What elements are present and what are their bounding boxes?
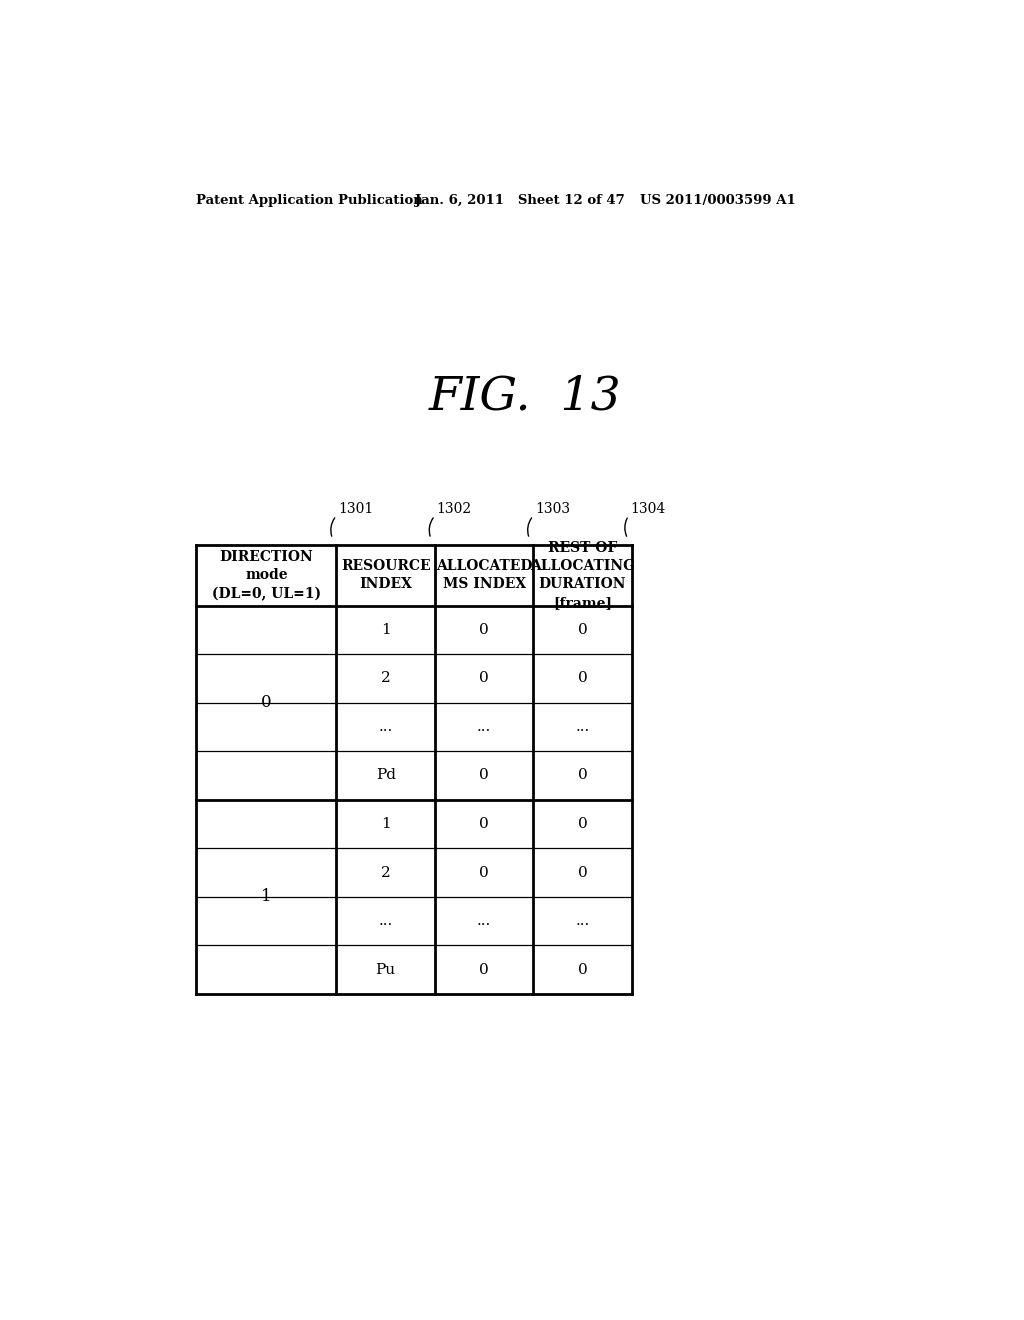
Text: Pd: Pd xyxy=(376,768,395,783)
Text: 1301: 1301 xyxy=(338,502,374,516)
Text: 1: 1 xyxy=(381,817,390,832)
Text: 0: 0 xyxy=(479,866,489,879)
Text: 0: 0 xyxy=(578,672,588,685)
Text: 2: 2 xyxy=(381,866,390,879)
Text: ...: ... xyxy=(477,913,492,928)
Text: REST OF
ALLOCATING
DURATION
[frame]: REST OF ALLOCATING DURATION [frame] xyxy=(530,541,635,610)
Text: 0: 0 xyxy=(578,817,588,832)
Text: 1302: 1302 xyxy=(436,502,472,516)
Text: 0: 0 xyxy=(479,817,489,832)
Text: Pu: Pu xyxy=(376,962,395,977)
Text: RESOURCE
INDEX: RESOURCE INDEX xyxy=(341,560,430,591)
Text: Jan. 6, 2011   Sheet 12 of 47: Jan. 6, 2011 Sheet 12 of 47 xyxy=(415,194,625,207)
Text: ...: ... xyxy=(477,719,492,734)
Text: 0: 0 xyxy=(479,962,489,977)
Text: 1303: 1303 xyxy=(535,502,570,516)
Text: 0: 0 xyxy=(479,623,489,636)
Text: 1304: 1304 xyxy=(630,502,666,516)
Text: 1: 1 xyxy=(381,623,390,636)
Text: 0: 0 xyxy=(578,866,588,879)
Text: 2: 2 xyxy=(381,672,390,685)
Text: ...: ... xyxy=(379,913,393,928)
Text: DIRECTION
mode
(DL=0, UL=1): DIRECTION mode (DL=0, UL=1) xyxy=(212,549,321,601)
Text: Patent Application Publication: Patent Application Publication xyxy=(197,194,423,207)
Text: ALLOCATED
MS INDEX: ALLOCATED MS INDEX xyxy=(436,560,532,591)
Text: 0: 0 xyxy=(578,962,588,977)
Text: ...: ... xyxy=(379,719,393,734)
Text: 0: 0 xyxy=(479,672,489,685)
Text: 1: 1 xyxy=(261,888,271,906)
Text: FIG.  13: FIG. 13 xyxy=(428,375,622,420)
Text: ...: ... xyxy=(575,719,590,734)
Text: 0: 0 xyxy=(479,768,489,783)
Text: 0: 0 xyxy=(261,694,271,711)
Text: 0: 0 xyxy=(578,768,588,783)
Text: 0: 0 xyxy=(578,623,588,636)
Text: ...: ... xyxy=(575,913,590,928)
Text: US 2011/0003599 A1: US 2011/0003599 A1 xyxy=(640,194,796,207)
